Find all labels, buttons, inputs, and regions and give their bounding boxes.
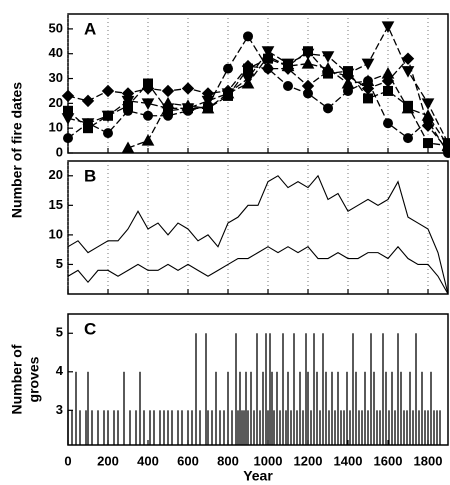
marker xyxy=(61,113,75,125)
marker xyxy=(181,82,195,95)
x-tick-label: 1800 xyxy=(414,453,443,468)
marker xyxy=(243,31,253,42)
marker xyxy=(403,133,413,144)
marker xyxy=(161,84,175,98)
marker xyxy=(283,80,293,91)
y-tick-label: 5 xyxy=(56,256,63,271)
panel-frame xyxy=(67,160,449,295)
marker xyxy=(243,63,253,74)
marker xyxy=(321,62,335,74)
marker xyxy=(361,74,375,87)
marker xyxy=(101,110,115,123)
marker xyxy=(103,128,113,139)
y-tick-label: 50 xyxy=(49,20,63,35)
marker xyxy=(381,67,395,79)
y-tick-label: 3 xyxy=(56,402,63,417)
marker xyxy=(141,134,155,146)
y-tick-label: 40 xyxy=(49,45,63,60)
y-tick-label: 4 xyxy=(56,363,64,378)
marker xyxy=(221,88,235,100)
marker xyxy=(321,51,335,63)
y-axis-label: groves xyxy=(26,356,42,402)
series-line xyxy=(67,174,449,295)
marker xyxy=(341,68,355,81)
y-tick-label: 20 xyxy=(49,95,63,110)
marker xyxy=(261,62,275,75)
panel-letter: B xyxy=(84,166,96,185)
marker xyxy=(121,141,135,154)
panel-frame xyxy=(67,13,449,154)
marker xyxy=(383,85,393,96)
marker xyxy=(401,66,415,78)
x-tick-label: 0 xyxy=(64,453,71,468)
x-tick-label: 600 xyxy=(177,453,199,468)
marker xyxy=(121,95,135,108)
marker xyxy=(323,103,333,114)
x-tick-label: 200 xyxy=(97,453,119,468)
marker xyxy=(201,95,215,108)
panel-letter: C xyxy=(84,319,96,338)
marker xyxy=(401,101,415,114)
marker xyxy=(261,46,275,58)
y-tick-label: 30 xyxy=(49,70,63,85)
marker xyxy=(341,76,355,89)
marker xyxy=(423,138,433,149)
y-axis-label: Number of xyxy=(9,344,25,414)
marker xyxy=(401,52,415,65)
marker xyxy=(383,118,393,129)
x-tick-label: 1200 xyxy=(294,453,323,468)
marker xyxy=(161,103,175,115)
marker xyxy=(363,93,373,104)
series-line xyxy=(67,245,449,295)
y-tick-label: 10 xyxy=(49,120,63,135)
y-tick-label: 0 xyxy=(56,144,63,159)
panel-frame xyxy=(67,313,449,446)
y-tick-label: 5 xyxy=(56,325,63,340)
marker xyxy=(361,58,375,71)
marker xyxy=(301,48,315,61)
marker xyxy=(421,119,435,132)
marker xyxy=(101,84,115,98)
marker xyxy=(421,98,435,110)
marker xyxy=(143,78,153,89)
marker xyxy=(81,94,95,108)
y-tick-label: 20 xyxy=(49,167,63,182)
marker xyxy=(141,98,155,110)
marker xyxy=(143,110,153,121)
x-axis-label: Year xyxy=(243,468,273,484)
marker xyxy=(301,79,315,93)
marker xyxy=(63,133,73,144)
marker xyxy=(381,21,395,33)
y-tick-label: 10 xyxy=(49,226,63,241)
y-axis-label: Number of fire dates xyxy=(9,82,25,218)
marker xyxy=(441,138,450,150)
marker xyxy=(81,118,95,130)
marker xyxy=(241,73,255,86)
panel-letter: A xyxy=(84,19,96,38)
y-tick-label: 15 xyxy=(49,197,63,212)
marker xyxy=(201,101,215,114)
marker xyxy=(421,109,435,121)
x-tick-label: 1600 xyxy=(374,453,403,468)
x-tick-label: 1400 xyxy=(334,453,363,468)
marker xyxy=(223,63,233,74)
marker xyxy=(281,58,295,71)
x-tick-label: 400 xyxy=(137,453,159,468)
x-tick-label: 800 xyxy=(217,453,239,468)
x-tick-label: 1000 xyxy=(254,453,283,468)
marker xyxy=(181,103,195,115)
marker xyxy=(61,89,75,103)
marker xyxy=(301,57,315,69)
